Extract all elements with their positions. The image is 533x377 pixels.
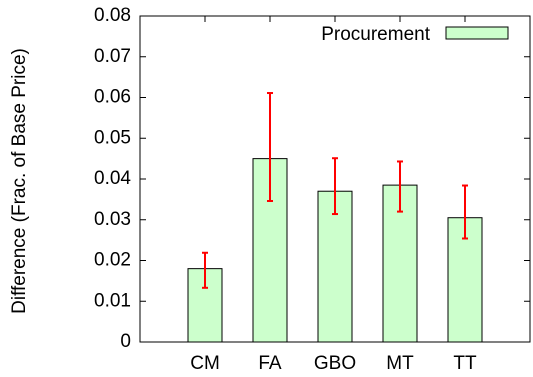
legend: Procurement <box>321 24 509 45</box>
y-tick-label: 0.07 <box>94 46 131 67</box>
x-tick-label: TT <box>453 353 477 374</box>
legend-label: Procurement <box>321 24 430 45</box>
y-tick-label: 0.02 <box>94 250 131 271</box>
x-tick-label: FA <box>258 353 282 374</box>
y-tick-label: 0.08 <box>94 5 131 26</box>
y-tick-label: 0 <box>120 331 131 352</box>
y-tick-label: 0.06 <box>94 87 131 108</box>
bar <box>317 190 353 343</box>
y-tick-label: 0.03 <box>94 209 131 230</box>
x-tick-label: MT <box>386 353 414 374</box>
y-axis-label: Difference (Frac. of Base Price) <box>9 48 30 314</box>
legend-swatch <box>445 26 509 40</box>
plot-area: 0 0.01 0.02 0.03 0.04 0.05 0.06 0.07 0.08 CM FA GBO… <box>94 5 531 374</box>
y-tick-label: 0.04 <box>94 168 131 189</box>
plot-frame <box>139 15 531 343</box>
x-tick-label: GBO <box>314 353 356 374</box>
y-tick-label: 0.01 <box>94 290 131 311</box>
y-tick-label: 0.05 <box>94 127 131 148</box>
x-tick-label: CM <box>190 353 220 374</box>
